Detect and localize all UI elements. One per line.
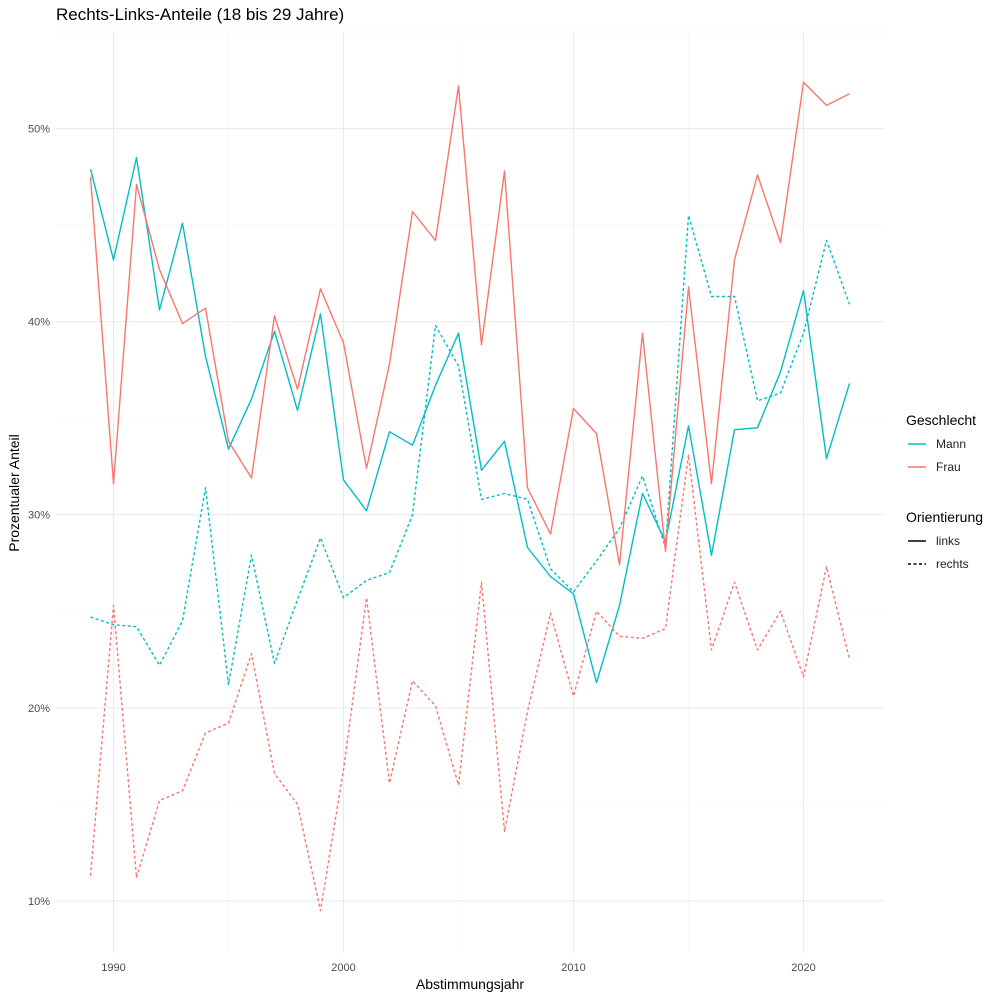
x-tick-label: 2020 <box>791 962 815 974</box>
series-line-frau-links: Frau – links <box>89 81 850 566</box>
legend-label-rechts: rechts <box>936 557 969 571</box>
series-line-mann-links: Mann – links <box>89 156 851 684</box>
legend-label-frau: Frau <box>936 460 961 474</box>
x-tick-label: 2010 <box>561 962 585 974</box>
y-tick-label: 10% <box>28 896 50 908</box>
legend-label-links: links <box>936 534 960 548</box>
x-tick-labels: 1990 2000 2010 2020 <box>101 962 815 974</box>
y-tick-label: 40% <box>28 317 50 329</box>
series-line-frau-rechts: Frau – rechts <box>89 454 851 912</box>
y-tick-label: 50% <box>28 124 50 136</box>
series-lines: Mann – linksMann – rechtsFrau – linksFra… <box>89 81 851 912</box>
legend: Geschlecht Mann Frau Orientierung links recht… <box>906 412 983 571</box>
y-tick-label: 20% <box>28 703 50 715</box>
grid <box>56 31 884 953</box>
chart-title: Rechts-Links-Anteile (18 bis 29 Jahre) <box>56 5 344 24</box>
legend-label-mann: Mann <box>936 437 966 451</box>
legend-title-orientierung: Orientierung <box>906 509 983 525</box>
y-tick-label: 30% <box>28 510 50 522</box>
y-axis-title: Prozentualer Anteil <box>6 434 22 552</box>
legend-title-geschlecht: Geschlecht <box>906 412 976 428</box>
x-axis-title: Abstimmungsjahr <box>416 976 524 992</box>
series-line-mann-rechts: Mann – rechts <box>90 214 851 686</box>
x-tick-label: 2000 <box>331 962 355 974</box>
y-tick-labels: 10% 20% 30% 40% 50% <box>28 124 50 908</box>
x-tick-label: 1990 <box>101 962 125 974</box>
